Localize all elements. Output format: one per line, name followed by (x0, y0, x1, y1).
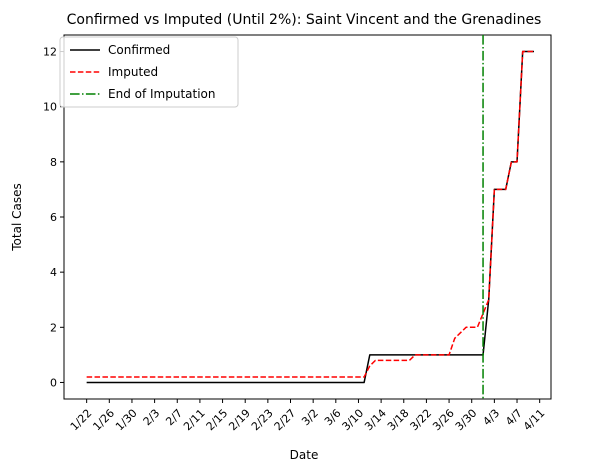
y-axis: 0 2 4 6 8 10 12 (43, 46, 64, 389)
x-tick-label: 1/26 (90, 407, 117, 434)
legend-label-end-of-imputation: End of Imputation (108, 87, 216, 101)
y-tick-label: 10 (43, 101, 57, 114)
x-axis-label: Date (290, 448, 319, 462)
x-tick-label: 4/3 (480, 407, 502, 429)
y-tick-label: 8 (50, 156, 57, 169)
x-tick-label: 2/3 (141, 407, 163, 429)
chart-title: Confirmed vs Imputed (Until 2%): Saint V… (67, 12, 542, 28)
y-axis-label: Total Cases (10, 183, 24, 251)
y-tick-label: 0 (50, 376, 57, 389)
x-tick-label: 4/11 (521, 407, 548, 434)
x-tick-label: 2/27 (272, 407, 299, 434)
x-tick-label: 1/30 (113, 407, 140, 434)
x-tick-label: 3/18 (385, 407, 412, 434)
y-tick-label: 12 (43, 46, 57, 59)
x-tick-label: 1/22 (68, 407, 95, 434)
x-tick-label: 2/19 (226, 407, 253, 434)
legend-label-confirmed: Confirmed (108, 43, 170, 57)
series-layer (86, 35, 535, 399)
y-tick-label: 2 (50, 321, 57, 334)
legend: Confirmed Imputed End of Imputation (59, 36, 239, 108)
x-tick-label: 2/11 (181, 407, 208, 434)
x-axis: 1/221/261/30 2/3 2/72/112/152/192/232/27 3/… (68, 399, 548, 434)
legend-label-imputed: Imputed (108, 65, 158, 79)
x-tick-label: 3/22 (408, 407, 435, 434)
y-tick-label: 6 (50, 211, 57, 224)
legend-box (59, 36, 239, 108)
x-tick-label: 2/15 (204, 407, 231, 434)
y-tick-label: 4 (50, 266, 57, 279)
x-tick-label: 3/14 (362, 407, 389, 434)
x-tick-label: 3/2 (299, 407, 321, 429)
x-tick-label: 3/26 (430, 407, 457, 434)
x-tick-label: 3/30 (453, 407, 480, 434)
series-line-imputed (86, 50, 535, 378)
x-tick-label: 2/23 (249, 407, 276, 434)
x-tick-label: 3/10 (340, 407, 367, 434)
